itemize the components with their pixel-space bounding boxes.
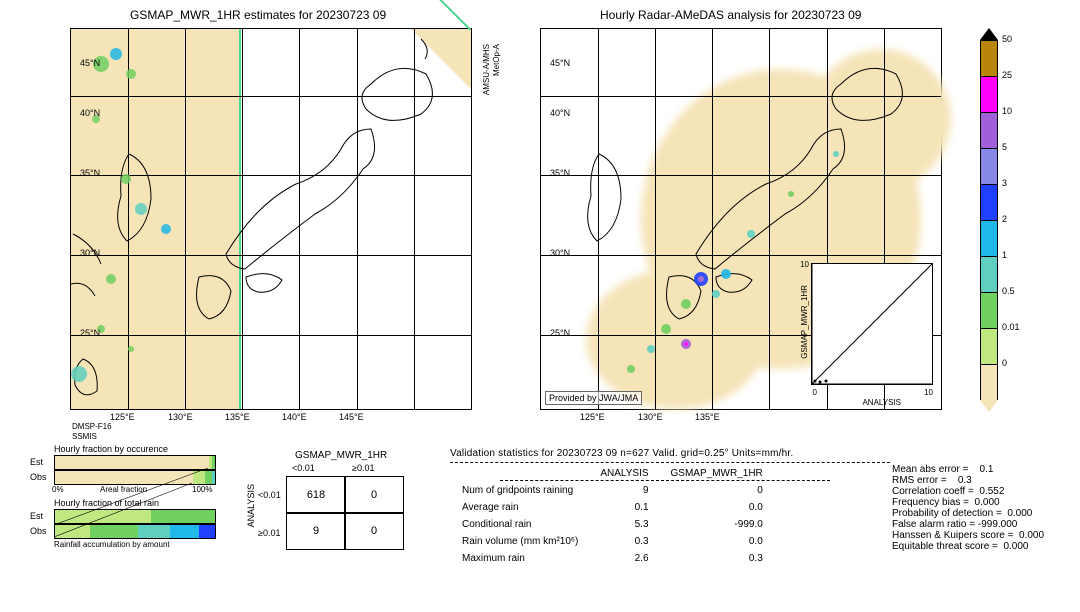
contingency-col-b: ≥0.01 xyxy=(352,463,374,473)
scatter-tick: 10 xyxy=(800,260,809,269)
y-tick: 25°N xyxy=(550,328,570,338)
y-tick: 35°N xyxy=(80,168,100,178)
row-label: Obs xyxy=(30,526,47,536)
contingency-row-a: <0.01 xyxy=(258,490,281,500)
row-label: Obs xyxy=(30,472,47,482)
left-map-title: GSMAP_MWR_1HR estimates for 20230723 09 xyxy=(130,8,386,22)
scatter-tick: 10 xyxy=(924,388,933,397)
scatter-tick: 0 xyxy=(813,388,817,397)
right-map: Provided by JWA/JMA ANALYSIS GSMAP_MWR_1… xyxy=(540,28,942,410)
cont-ba: 9 xyxy=(286,512,346,550)
fraction-accum-title: Rainfall accumulation by amount xyxy=(54,540,170,549)
divider xyxy=(450,462,890,463)
cont-ab: 0 xyxy=(344,476,404,514)
validation-stats: Mean abs error = 0.1RMS error = 0.3Corre… xyxy=(892,464,1044,552)
row-label: Est xyxy=(30,457,43,467)
left-footer-b: SSMIS xyxy=(72,432,97,441)
right-map-title: Hourly Radar-AMeDAS analysis for 2023072… xyxy=(600,8,861,22)
scatter-ylabel: GSMAP_MWR_1HR xyxy=(800,285,809,359)
row-label: Est xyxy=(30,511,43,521)
cont-bb: 0 xyxy=(344,512,404,550)
sat-label-b: AMSU-A/MHS xyxy=(482,44,491,95)
y-tick: 45°N xyxy=(80,58,100,68)
left-footer-a: DMSP-F16 xyxy=(72,422,112,431)
funnel-line xyxy=(54,483,192,537)
sat-label-a: MetOp-A xyxy=(492,44,501,76)
x-tick: 140°E xyxy=(282,412,307,422)
contingency-row-title: ANALYSIS xyxy=(246,484,256,527)
x-tick: 125°E xyxy=(110,412,135,422)
coastline-left xyxy=(71,29,471,409)
y-tick: 30°N xyxy=(550,248,570,258)
x-tick: 125°E xyxy=(580,412,605,422)
x-tick: 135°E xyxy=(695,412,720,422)
x-tick: 130°E xyxy=(168,412,193,422)
scatter-xlabel: ANALYSIS xyxy=(862,398,901,407)
contingency-col-title: GSMAP_MWR_1HR xyxy=(295,450,387,461)
x-tick: 135°E xyxy=(225,412,250,422)
colorbar: 50251053210.50.010 xyxy=(980,28,998,412)
y-tick: 45°N xyxy=(550,58,570,68)
fraction-occ-title: Hourly fraction by occurence xyxy=(54,444,168,454)
left-map: MetOp-A AMSU-A/MHS xyxy=(70,28,472,410)
y-tick: 35°N xyxy=(550,168,570,178)
x-tick: 130°E xyxy=(638,412,663,422)
contingency-row-b: ≥0.01 xyxy=(258,528,280,538)
y-tick: 30°N xyxy=(80,248,100,258)
contingency-col-a: <0.01 xyxy=(292,463,315,473)
funnel-line xyxy=(54,468,208,525)
satellite-swath-corner-edge xyxy=(410,0,471,30)
y-tick: 40°N xyxy=(80,108,100,118)
divider xyxy=(500,480,830,481)
scatter-plot xyxy=(811,263,933,385)
map-credit: Provided by JWA/JMA xyxy=(545,391,642,405)
y-tick: 40°N xyxy=(550,108,570,118)
cont-aa: 618 xyxy=(286,476,346,514)
x-tick: 145°E xyxy=(339,412,364,422)
validation-header: Validation statistics for 20230723 09 n=… xyxy=(450,448,793,459)
y-tick: 25°N xyxy=(80,328,100,338)
